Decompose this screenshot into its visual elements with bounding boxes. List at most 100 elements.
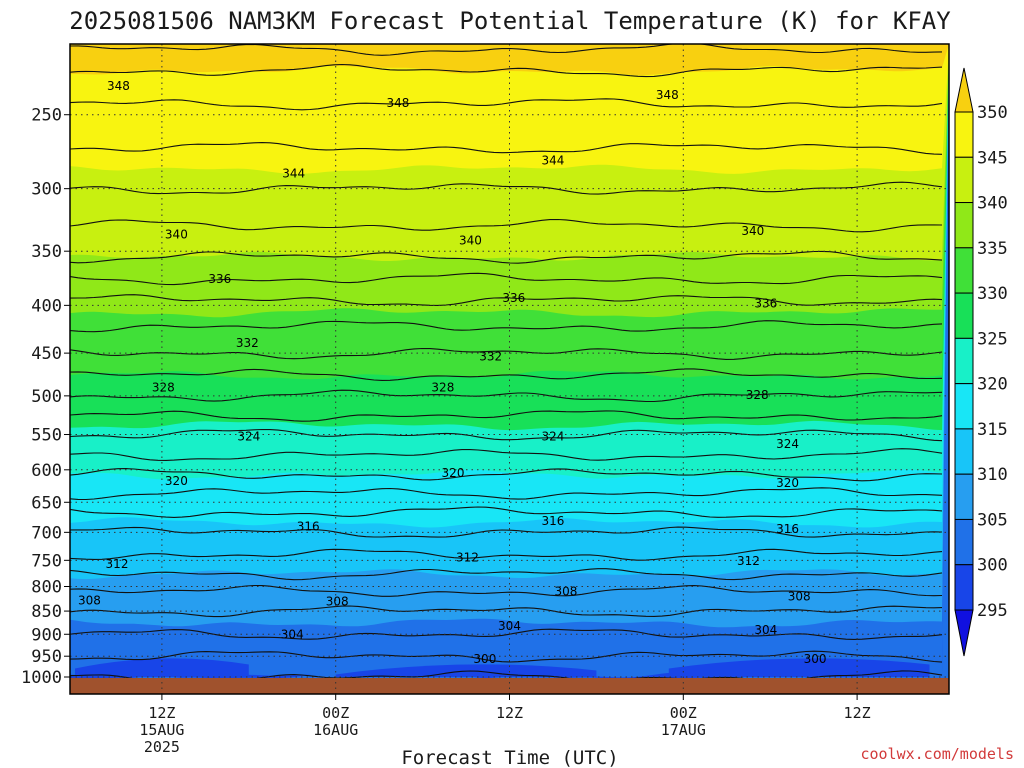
y-axis: 250 300 350 400 450 500 550 600 650 700 750 800 850 9…: [21, 106, 70, 688]
contour-label: 324: [237, 430, 260, 444]
band-350: [70, 44, 949, 76]
contour-326: [70, 410, 943, 422]
ground-strip: [70, 678, 949, 694]
colorbar-min-arrow: [954, 609, 974, 657]
colorbar-tick-label: 300: [977, 556, 1008, 576]
colorbar-max-arrow: [954, 67, 974, 113]
contour-label: 328: [746, 388, 769, 402]
y-tick-label: 600: [31, 461, 62, 481]
colorbar-tick-label: 340: [977, 194, 1008, 214]
contour-label: 340: [165, 228, 188, 242]
colorbar-tick-label: 320: [977, 375, 1008, 395]
contour-label: 308: [788, 590, 811, 604]
filled-bands: [70, 44, 949, 694]
contour-330: [70, 368, 943, 381]
contour-306: [70, 605, 943, 618]
contour-label: 340: [741, 224, 764, 238]
contour-312: [70, 548, 943, 561]
contour-344: [70, 181, 943, 195]
contour-340: [70, 250, 943, 264]
contour-label: 300: [804, 652, 827, 666]
colorbar-box: [954, 518, 974, 566]
colorbar-box: [954, 564, 974, 611]
contour-324: [70, 428, 943, 442]
colorbar-box: [954, 428, 974, 475]
contour-label: 328: [431, 381, 454, 395]
x-tick-label: 12Z: [844, 704, 871, 722]
colorbar-tick-label: 335: [977, 239, 1008, 259]
grid-lines: [70, 44, 949, 694]
y-tick-label: 300: [31, 180, 62, 200]
y-tick-label: 900: [31, 625, 62, 645]
x-tick-label: 15AUG: [139, 721, 184, 739]
x-tick-label: 00Z: [322, 704, 349, 722]
colorbar-tick-label: 325: [977, 329, 1008, 349]
contour-label: 308: [555, 585, 578, 599]
contour-label: 304: [498, 619, 521, 633]
contour-label: 336: [208, 272, 231, 286]
contour-labels: 348 348 348 344 344 340 340 340 336 336 336 332 332 3…: [78, 79, 827, 666]
contour-label: 312: [737, 554, 760, 568]
y-tick-label: 350: [31, 242, 62, 262]
colorbar-box: [954, 337, 974, 385]
contour-label: 316: [541, 514, 564, 528]
contour-label: 344: [282, 167, 305, 181]
x-tick-label: 17AUG: [661, 721, 706, 739]
contour-label: 312: [106, 557, 129, 571]
contour-label: 328: [152, 381, 175, 395]
contour-322: [70, 448, 943, 461]
contour-334: [70, 320, 943, 333]
y-tick-label: 700: [31, 523, 62, 543]
y-tick-label: 1000: [21, 668, 62, 688]
contour-label: 348: [107, 79, 130, 93]
contour-label: 344: [541, 154, 564, 168]
colorbar-box: [954, 156, 974, 204]
colorbar-tick-label: 305: [977, 510, 1008, 530]
colorbar-box: [954, 473, 974, 520]
contour-label: 348: [387, 96, 410, 110]
cold-pocket: [75, 658, 249, 677]
x-tick-label: 16AUG: [313, 721, 358, 739]
y-tick-label: 400: [31, 296, 62, 316]
colorbar-tick-label: 310: [977, 465, 1008, 485]
contour-328: [70, 389, 943, 403]
colorbar-box: [954, 111, 974, 158]
contour-label: 336: [754, 296, 777, 310]
band-345: [70, 44, 949, 174]
contour-314: [70, 526, 943, 538]
chart-title: 2025081506 NAM3KM Forecast Potential Tem…: [69, 7, 951, 35]
contour-label: 316: [776, 522, 799, 536]
y-tick-label: 750: [31, 551, 62, 571]
contour-label: 336: [502, 291, 525, 305]
colorbar-box: [954, 202, 974, 249]
contour-label: 324: [776, 437, 799, 451]
x-tick-label: 12Z: [148, 704, 175, 722]
y-tick-label: 450: [31, 344, 62, 364]
contour-316: [70, 506, 943, 518]
colorbar-tick-label: 295: [977, 601, 1008, 621]
x-axis-label: Forecast Time (UTC): [401, 747, 618, 768]
y-tick-label: 800: [31, 577, 62, 597]
y-tick-label: 650: [31, 493, 62, 513]
contour-label: 304: [754, 623, 777, 637]
contour-label: 300: [473, 652, 496, 666]
contour-label: 312: [456, 551, 479, 565]
contour-label: 340: [459, 234, 482, 248]
x-tick-label: 12Z: [496, 704, 523, 722]
x-tick-label: 2025: [144, 738, 180, 756]
contour-308: [70, 584, 943, 597]
y-tick-label: 250: [31, 106, 62, 126]
colorbar-box: [954, 247, 974, 294]
contour-label: 332: [236, 336, 259, 350]
y-tick-label: 500: [31, 387, 62, 407]
y-tick-label: 550: [31, 426, 62, 446]
contour-310: [70, 568, 943, 581]
contour-332: [70, 347, 943, 360]
contour-348: [70, 98, 943, 111]
contour-label: 304: [281, 627, 304, 641]
colorbar-tick-label: 330: [977, 284, 1008, 304]
contour-label: 308: [78, 593, 101, 607]
contour-label: 320: [165, 474, 188, 488]
